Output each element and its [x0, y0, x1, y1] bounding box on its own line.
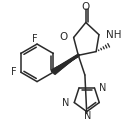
Text: O: O: [82, 2, 90, 12]
Text: N: N: [99, 83, 107, 93]
Text: N: N: [62, 97, 70, 107]
Text: F: F: [32, 34, 38, 44]
Polygon shape: [51, 55, 78, 75]
Text: N: N: [84, 111, 91, 121]
Text: NH: NH: [106, 30, 121, 40]
Text: O: O: [60, 32, 68, 42]
Text: F: F: [11, 67, 17, 77]
